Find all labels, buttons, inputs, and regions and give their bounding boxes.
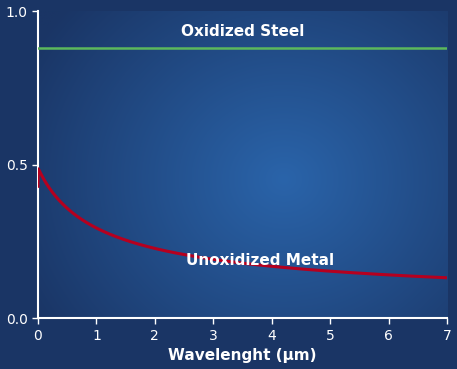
X-axis label: Wavelenght (μm): Wavelenght (μm) [168,348,317,363]
Text: Unoxidized Metal: Unoxidized Metal [186,252,334,268]
Text: Oxidized Steel: Oxidized Steel [181,24,304,38]
